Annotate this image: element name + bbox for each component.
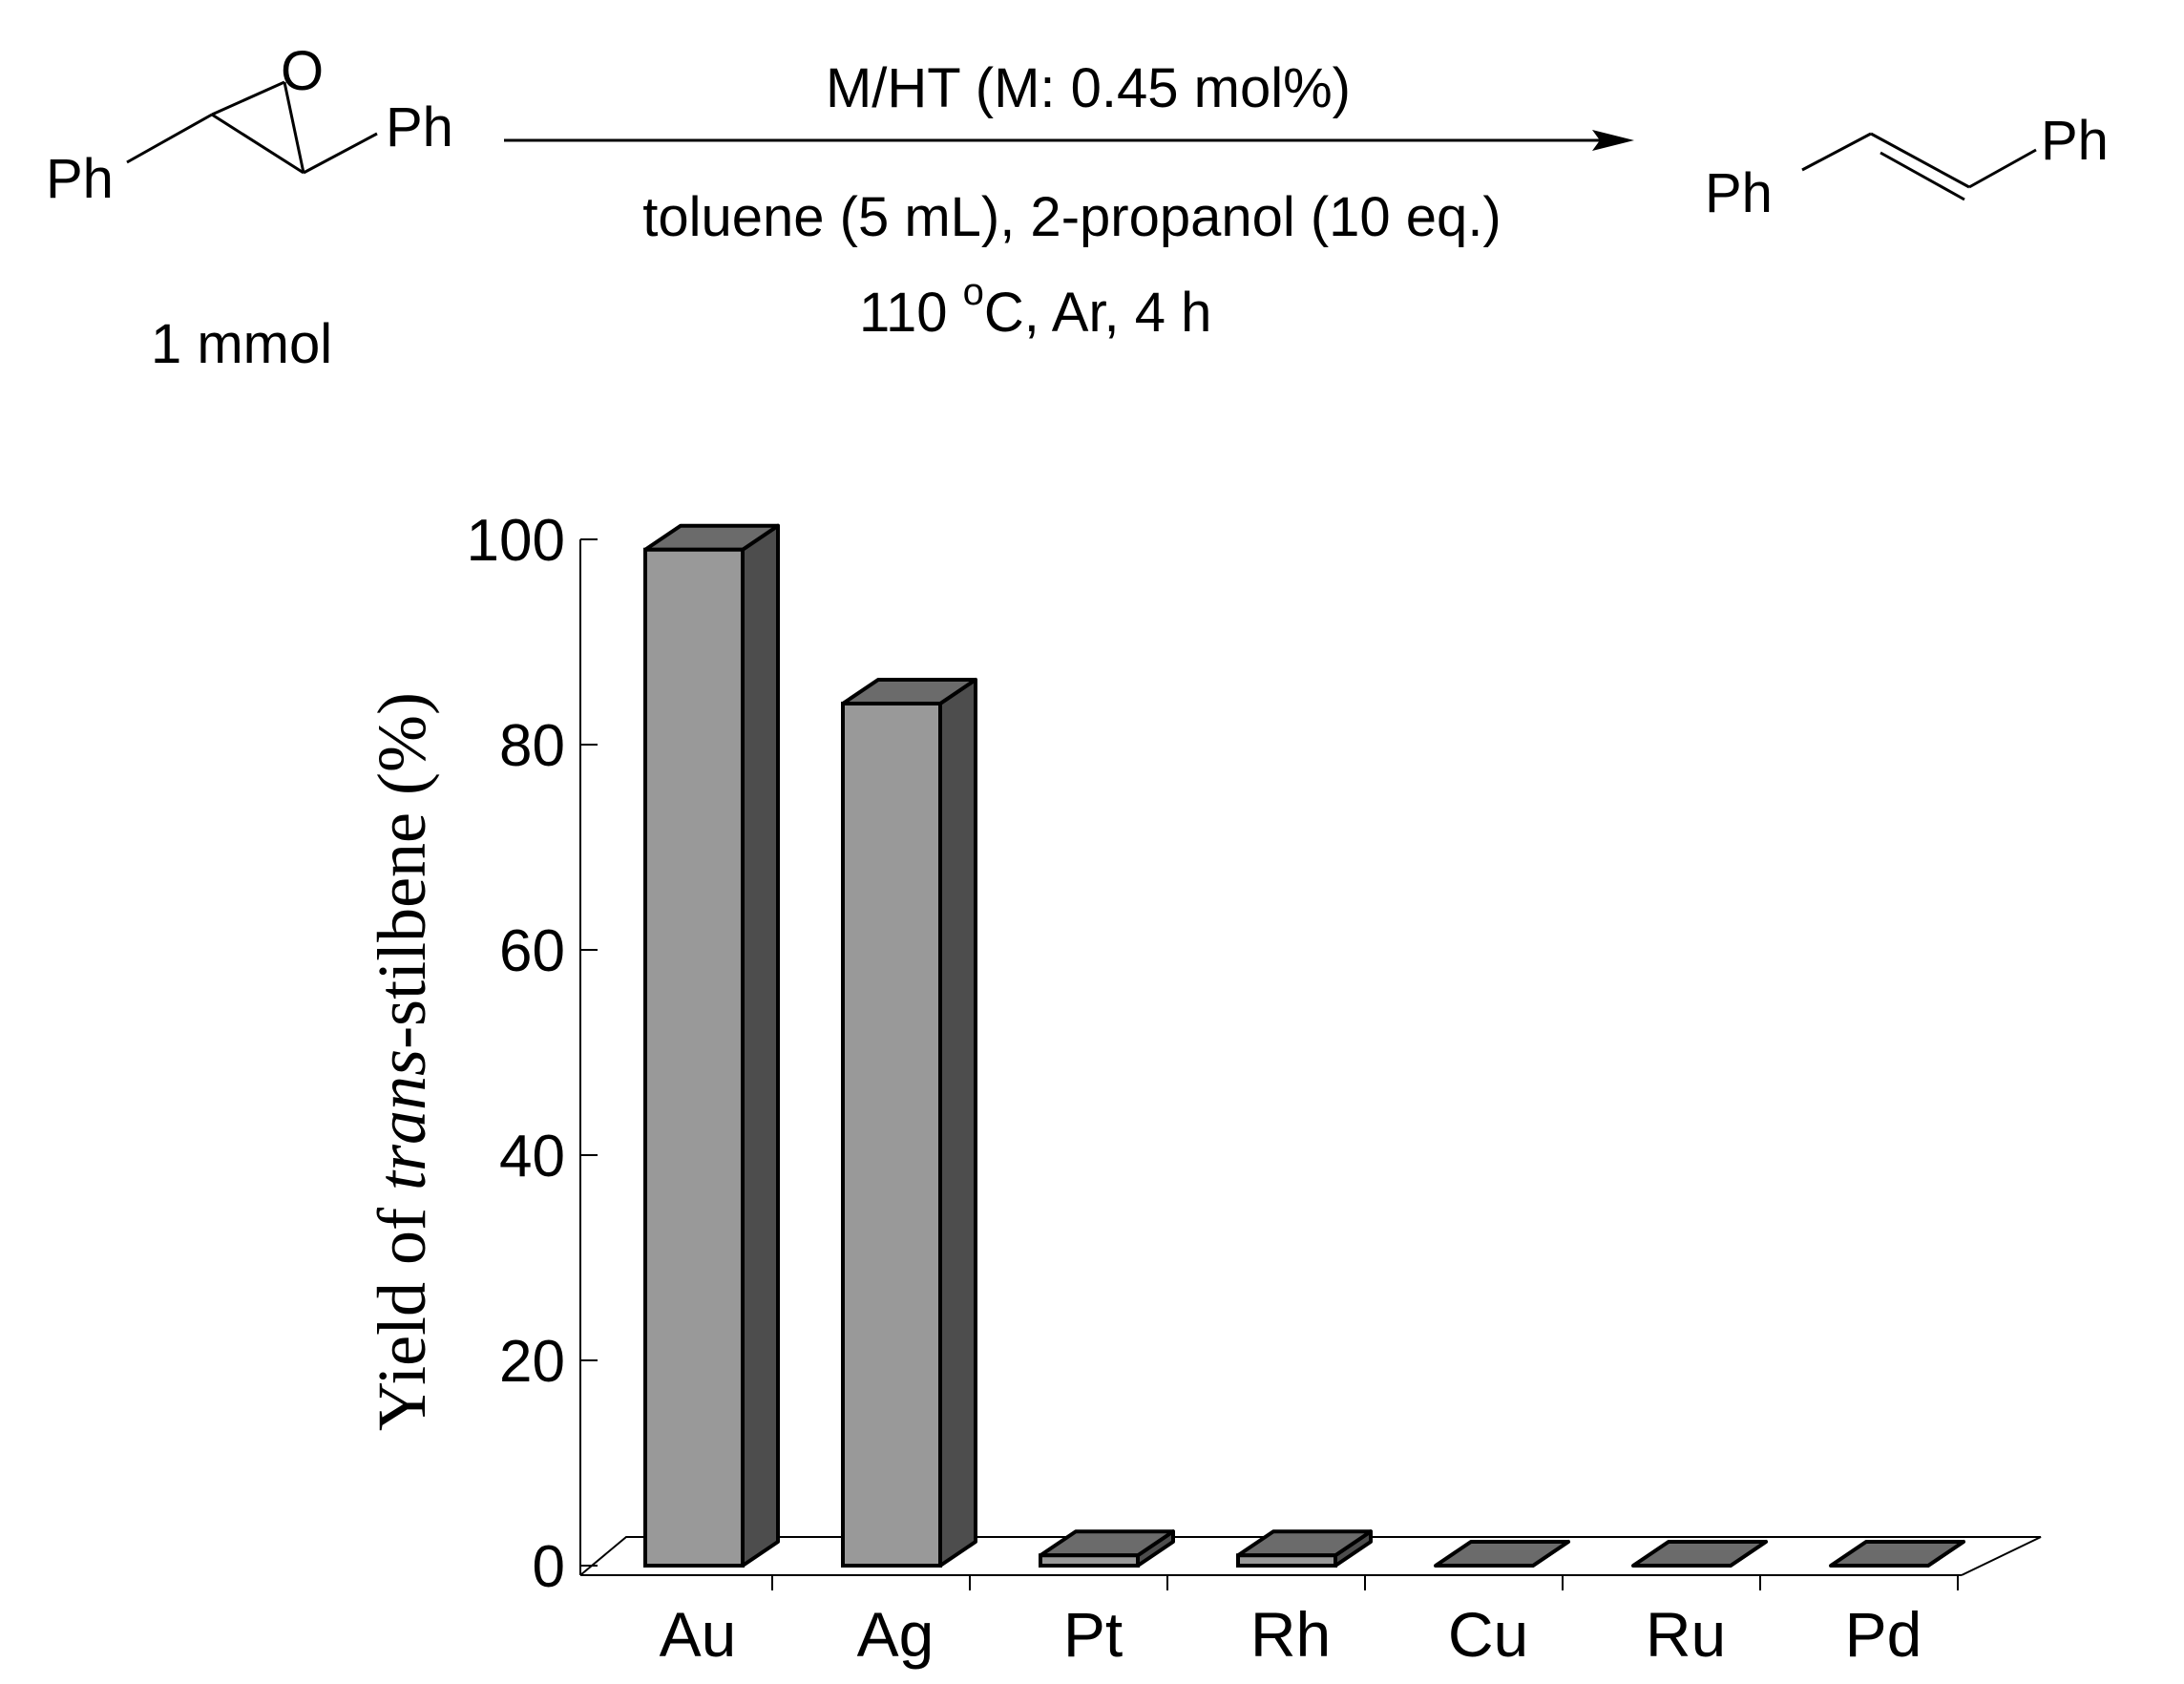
y-tick-label: 60	[499, 918, 565, 984]
x-tick-label: Pt	[1063, 1599, 1123, 1670]
bar-chart: 0 20 40 60 80 100 Au Ag Pt Rh Cu Ru Pd Yield of tra…	[364, 508, 2042, 1670]
y-axis-label: Yield of trans-stilbene (%)	[364, 692, 440, 1431]
reactant-epoxide	[126, 80, 378, 175]
y-tick-label: 80	[499, 713, 565, 779]
reaction-arrow	[504, 130, 1634, 151]
reactant-ph-right: Ph	[386, 96, 453, 158]
bar-top	[1434, 1540, 1570, 1568]
y-tick-label: 40	[499, 1124, 565, 1189]
bar-cu	[1434, 1540, 1570, 1568]
bar-top	[1631, 1540, 1768, 1568]
x-tick-labels: Au Ag Pt Rh Cu Ru Pd	[660, 1599, 1922, 1670]
x-tick-label: Pd	[1845, 1599, 1922, 1670]
bar-pt	[1039, 1529, 1175, 1568]
condition-solvent: toluene (5 mL), 2-propanol (10 eq.)	[642, 186, 1502, 248]
bar-rh	[1236, 1529, 1373, 1568]
x-tick-label: Ru	[1646, 1599, 1726, 1670]
reactant-oxygen: O	[281, 40, 324, 102]
condition-catalyst: M/HT (M: 0.45 mol%)	[826, 57, 1351, 119]
bar-front	[841, 702, 942, 1568]
product-stilbene	[1801, 132, 2037, 201]
y-tick-label: 0	[533, 1534, 565, 1600]
bar-au	[643, 523, 780, 1568]
bar-ru	[1631, 1540, 1768, 1568]
x-tick-label: Ag	[857, 1599, 934, 1670]
reactant-amount: 1 mmol	[151, 313, 332, 375]
reaction-scheme: Ph O Ph 1 mmol M/HT (M: 0.45 mol%) tolue…	[46, 40, 2109, 375]
y-tick-label: 20	[499, 1329, 565, 1395]
bar-front	[1039, 1553, 1140, 1568]
condition-temperature: 110 oC, Ar, 4 h	[859, 271, 1211, 344]
bar-front	[643, 547, 745, 1568]
bar-pd	[1829, 1540, 1965, 1568]
x-tick-label: Au	[660, 1599, 737, 1670]
product-ph-right: Ph	[2041, 110, 2109, 172]
y-axis: 0 20 40 60 80 100	[467, 508, 598, 1600]
bar-top	[1829, 1540, 1965, 1568]
bar-ag	[841, 678, 977, 1568]
bar-side	[938, 678, 977, 1568]
product-ph-left: Ph	[1705, 162, 1773, 224]
bars	[643, 523, 1965, 1568]
y-tick-label: 100	[467, 508, 565, 574]
bar-front	[1236, 1553, 1337, 1568]
bar-side	[741, 523, 780, 1568]
reactant-ph-left: Ph	[46, 148, 114, 210]
x-tick-label: Rh	[1250, 1599, 1331, 1670]
x-tick-label: Cu	[1448, 1599, 1528, 1670]
